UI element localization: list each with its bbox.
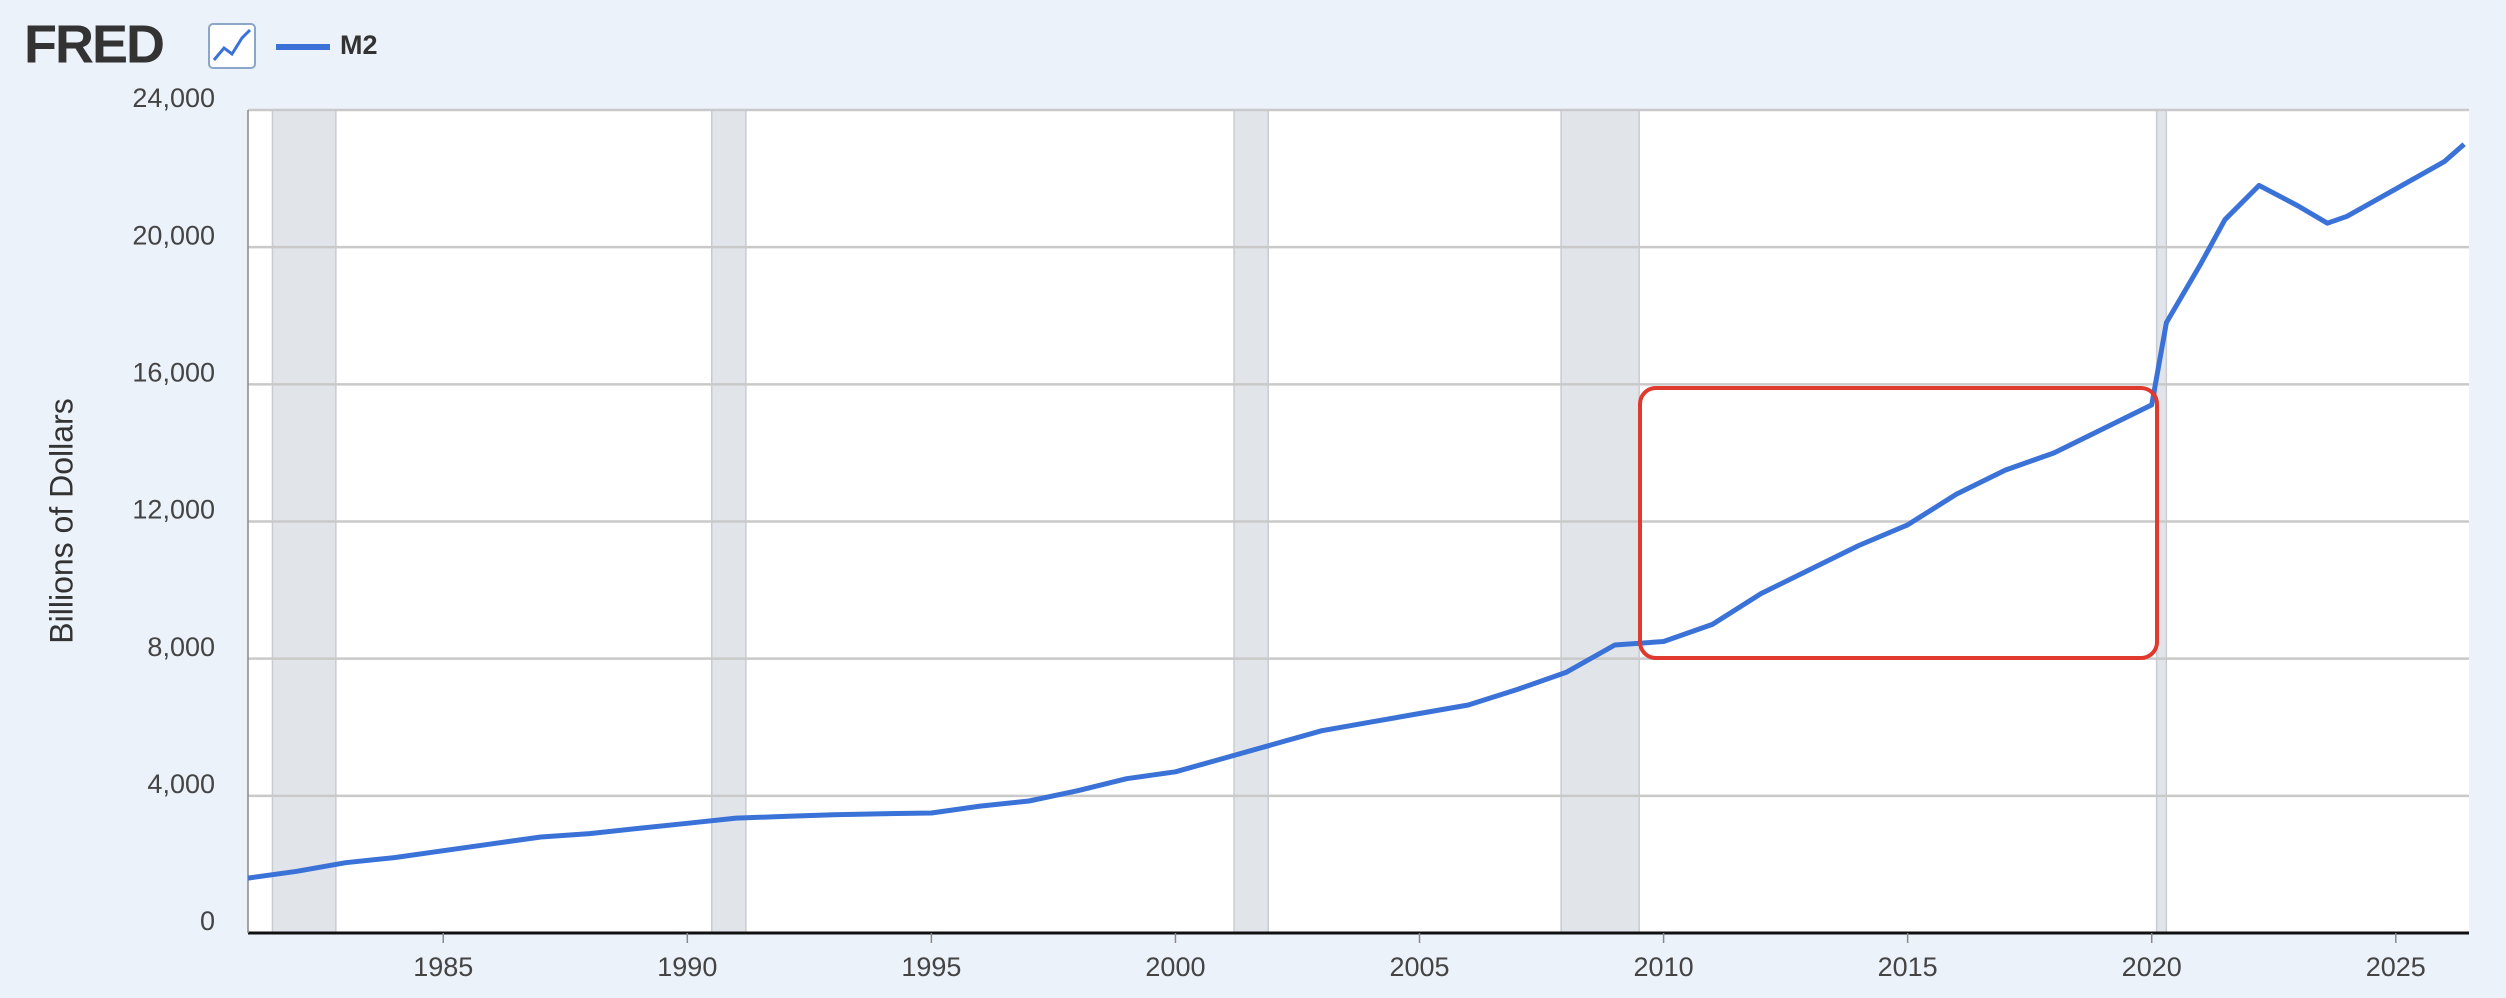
x-tick-label: 1995: [901, 952, 961, 982]
chart-icon: [208, 23, 256, 69]
x-tick-label: 2000: [1145, 952, 1205, 982]
x-tick-label: 1990: [657, 952, 717, 982]
logo: FRED: [24, 14, 163, 74]
y-tick-label: 4,000: [147, 769, 215, 799]
y-tick-label: 8,000: [147, 632, 215, 662]
icon-line: [212, 28, 252, 61]
x-tick-label: 2020: [2122, 952, 2182, 982]
legend-label: M2: [340, 30, 378, 60]
y-axis-label: Billions of Dollars: [43, 398, 79, 643]
y-tick-label: 24,000: [132, 83, 215, 113]
x-tick-label: 2025: [2366, 952, 2426, 982]
x-tick-label: 1985: [413, 952, 473, 982]
x-tick-label: 2015: [1878, 952, 1938, 982]
y-tick-label: 20,000: [132, 220, 215, 250]
y-tick-label: 12,000: [132, 495, 215, 525]
y-tick-label: 0: [200, 906, 215, 936]
y-tick-label: 16,000: [132, 357, 215, 387]
x-tick-label: 2005: [1389, 952, 1449, 982]
data-line: [247, 142, 2466, 881]
highlight-box: [1638, 386, 2159, 660]
x-tick-label: 2010: [1634, 952, 1694, 982]
